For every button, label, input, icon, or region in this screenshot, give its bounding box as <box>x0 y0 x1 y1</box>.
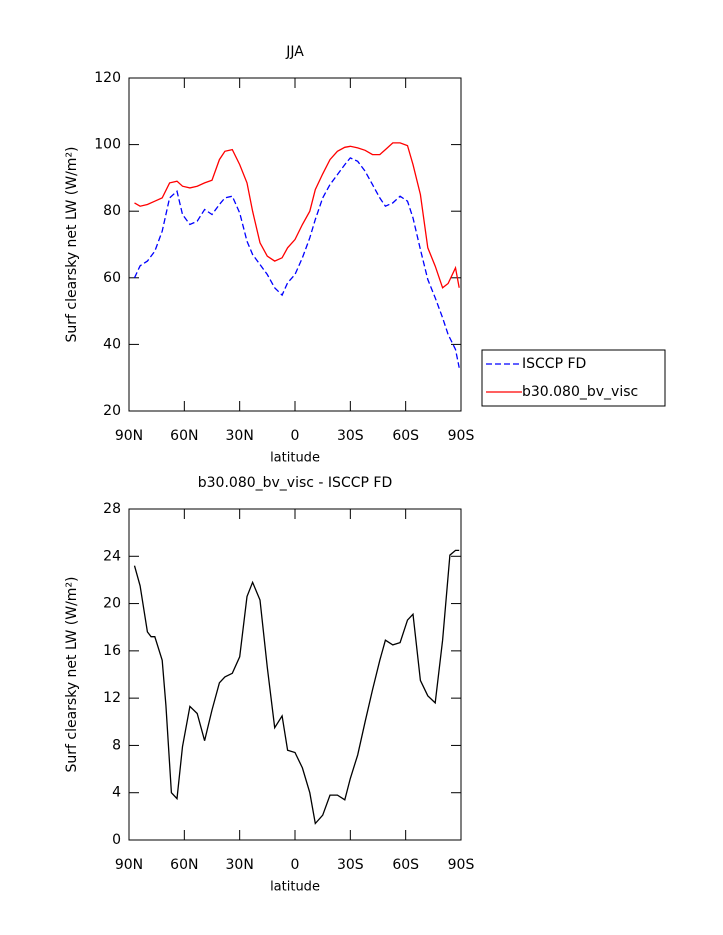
legend-label: b30.080_bv_visc <box>522 384 638 400</box>
panel: JJA latitude Surf clearsky net LW (W/m²) 20… <box>64 44 666 466</box>
x-tick-label: 30N <box>226 428 254 444</box>
y-tick-label: 120 <box>94 70 121 86</box>
y-axis-label: Surf clearsky net LW (W/m²) <box>64 146 80 342</box>
y-tick-label: 20 <box>103 596 121 612</box>
y-tick-label: 16 <box>103 643 121 659</box>
y-tick-label: 40 <box>103 336 121 352</box>
x-axis-label: latitude <box>270 880 320 895</box>
y-tick-label: 80 <box>103 203 121 219</box>
series-line <box>133 549 460 825</box>
y-tick-label: 100 <box>94 137 121 153</box>
x-tick-label: 0 <box>291 428 300 444</box>
y-tick-label: 24 <box>103 548 121 564</box>
series-line <box>134 142 460 289</box>
chart-title: JJA <box>285 44 304 60</box>
x-tick-label: 0 <box>291 857 300 873</box>
y-tick-label: 60 <box>103 270 121 286</box>
x-tick-label: 90S <box>448 428 475 444</box>
x-tick-label: 60N <box>170 857 198 873</box>
y-axis-label: Surf clearsky net LW (W/m²) <box>64 576 80 772</box>
panel: b30.080_bv_visc - ISCCP FD latitude Surf c… <box>64 475 474 895</box>
plot-frame <box>128 508 462 841</box>
chart-title: b30.080_bv_visc - ISCCP FD <box>198 475 392 491</box>
x-tick-label: 30S <box>337 428 364 444</box>
x-tick-label: 60S <box>392 428 419 444</box>
plot-frame <box>128 77 462 412</box>
x-axis-label: latitude <box>270 451 320 466</box>
x-tick-label: 90S <box>448 857 475 873</box>
y-tick-label: 20 <box>103 403 121 419</box>
y-tick-label: 4 <box>112 785 121 801</box>
y-tick-label: 28 <box>103 501 121 517</box>
x-tick-label: 30N <box>226 857 254 873</box>
x-tick-label: 60N <box>170 428 198 444</box>
y-tick-label: 8 <box>112 737 121 753</box>
x-tick-label: 30S <box>337 857 364 873</box>
legend-label: ISCCP FD <box>522 356 586 372</box>
x-tick-label: 90N <box>115 857 143 873</box>
y-tick-label: 12 <box>103 690 121 706</box>
series-line <box>133 157 460 368</box>
legend-box <box>481 349 666 407</box>
x-tick-label: 60S <box>392 857 419 873</box>
x-tick-label: 90N <box>115 428 143 444</box>
y-tick-label: 0 <box>112 832 121 848</box>
